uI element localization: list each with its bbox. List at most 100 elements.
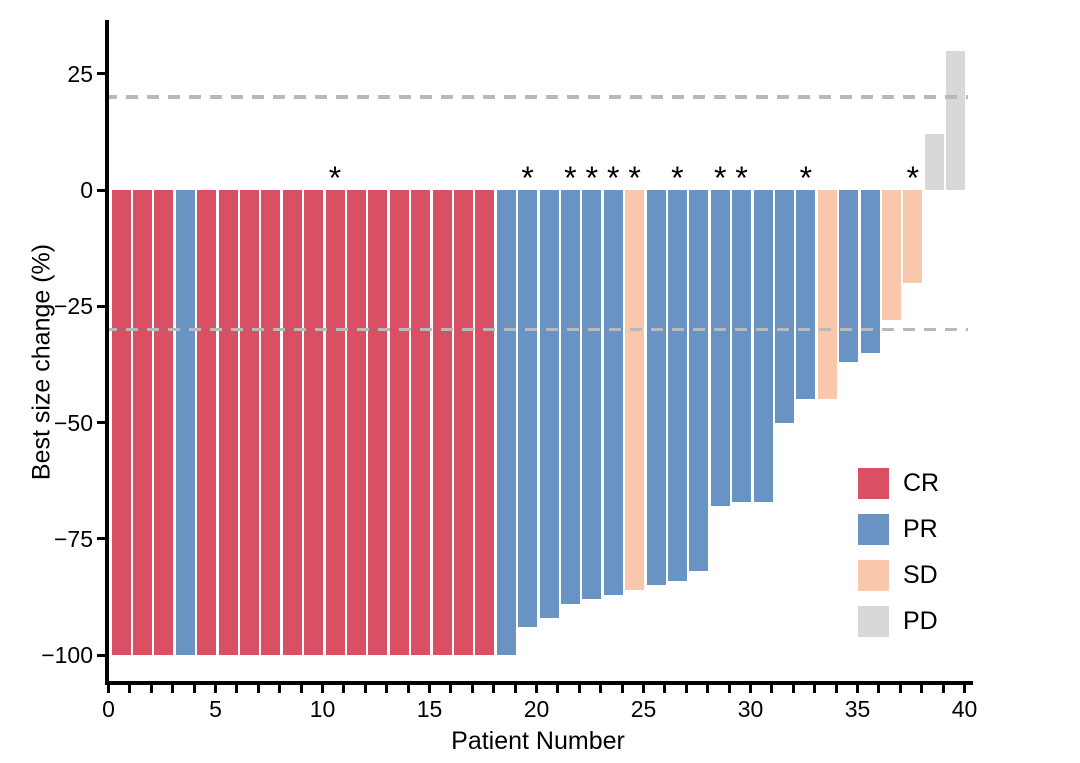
legend-swatch-SD <box>858 560 889 591</box>
y-tick--50 <box>97 421 105 424</box>
bar-patient-21 <box>539 190 559 618</box>
x-tick-0 <box>107 684 110 693</box>
x-tick-6 <box>235 684 239 693</box>
x-tick-18 <box>492 684 496 693</box>
significance-asterisk-patient-27: * <box>671 160 684 196</box>
x-tick-26 <box>663 684 667 693</box>
x-tick-1 <box>128 684 132 693</box>
x-tick-17 <box>470 684 474 693</box>
x-tick-38 <box>920 684 924 693</box>
bar-patient-34 <box>817 190 837 400</box>
bar-patient-13 <box>368 190 388 655</box>
significance-asterisk-patient-22: * <box>564 160 577 196</box>
y-tick-25 <box>97 72 105 76</box>
x-tick-5 <box>214 684 217 693</box>
x-tick-29 <box>727 684 731 693</box>
significance-asterisk-patient-24: * <box>606 160 620 196</box>
bar-patient-4 <box>175 190 195 655</box>
significance-asterisk-patient-38: * <box>906 160 920 196</box>
reference-line-plus20 <box>105 95 968 99</box>
x-tick-35 <box>856 684 859 693</box>
bar-patient-11 <box>325 190 345 655</box>
significance-asterisk-patient-29: * <box>713 160 727 196</box>
x-tick-label-5: 5 <box>209 696 222 722</box>
bar-patient-39 <box>924 134 944 190</box>
x-tick-21 <box>556 684 560 693</box>
significance-asterisk-patient-30: * <box>735 160 748 196</box>
legend-swatch-PR <box>858 514 889 545</box>
x-tick-20 <box>535 684 538 693</box>
x-tick-40 <box>963 684 966 693</box>
x-tick-8 <box>278 684 282 693</box>
x-tick-4 <box>192 684 196 693</box>
x-tick-27 <box>684 684 688 693</box>
bar-patient-16 <box>432 190 452 655</box>
y-tick-label-25: 25 <box>67 60 93 87</box>
x-tick-34 <box>834 684 838 693</box>
y-axis-title: Best size change (%) <box>27 243 56 481</box>
y-tick--25 <box>97 304 105 308</box>
reference-line-minus30 <box>105 327 968 332</box>
x-tick-15 <box>428 684 431 693</box>
significance-asterisk-patient-11: * <box>328 160 342 196</box>
bar-patient-38 <box>903 190 923 283</box>
bar-patient-10 <box>304 190 324 655</box>
bar-patient-30 <box>732 190 752 502</box>
bar-patient-37 <box>881 190 901 321</box>
bar-patient-1 <box>111 190 131 655</box>
bar-patient-3 <box>154 190 174 655</box>
x-tick-label-30: 30 <box>737 696 764 722</box>
significance-asterisk-patient-20: * <box>521 160 534 196</box>
bar-patient-36 <box>860 190 880 353</box>
bar-patient-33 <box>796 190 816 400</box>
y-tick-label-0: 0 <box>80 177 93 203</box>
y-tick-0 <box>97 188 105 192</box>
legend-label-CR: CR <box>903 469 940 497</box>
bar-patient-23 <box>582 190 602 600</box>
bar-patient-20 <box>518 190 538 628</box>
y-tick--75 <box>97 537 105 541</box>
bar-patient-6 <box>218 190 238 655</box>
x-tick-label-15: 15 <box>416 696 443 722</box>
bar-patient-32 <box>774 190 794 423</box>
x-tick-37 <box>898 684 902 693</box>
bar-patient-19 <box>496 190 516 655</box>
y-tick-label--50: −50 <box>53 409 93 436</box>
bar-patient-5 <box>197 190 217 655</box>
x-tick-label-10: 10 <box>309 696 336 722</box>
legend-swatch-PD <box>858 606 889 637</box>
bar-patient-40 <box>946 50 966 190</box>
legend-swatch-CR <box>858 468 889 499</box>
x-tick-24 <box>620 684 624 693</box>
x-tick-36 <box>877 684 881 693</box>
bar-patient-27 <box>667 190 687 581</box>
x-tick-10 <box>321 684 324 693</box>
x-tick-13 <box>385 684 389 693</box>
bar-patient-12 <box>346 190 366 655</box>
x-tick-label-20: 20 <box>523 696 550 722</box>
bar-patient-15 <box>411 190 431 655</box>
bar-patient-25 <box>625 190 645 590</box>
legend-label-PD: PD <box>903 607 938 635</box>
x-tick-11 <box>342 684 346 693</box>
x-tick-9 <box>299 684 303 693</box>
x-tick-31 <box>770 684 774 693</box>
x-tick-label-0: 0 <box>102 696 115 722</box>
x-tick-25 <box>642 684 645 693</box>
x-tick-28 <box>706 684 710 693</box>
bar-patient-7 <box>239 190 259 655</box>
bar-patient-14 <box>389 190 409 655</box>
bar-patient-9 <box>282 190 302 655</box>
bar-patient-31 <box>753 190 773 502</box>
x-tick-32 <box>791 684 795 693</box>
x-tick-12 <box>363 684 367 693</box>
x-tick-19 <box>513 684 517 693</box>
bar-patient-26 <box>646 190 666 586</box>
x-tick-3 <box>171 684 175 693</box>
x-axis-line <box>105 681 973 685</box>
significance-asterisk-patient-25: * <box>628 160 641 196</box>
x-axis-title: Patient Number <box>451 727 625 755</box>
bar-patient-2 <box>132 190 152 655</box>
